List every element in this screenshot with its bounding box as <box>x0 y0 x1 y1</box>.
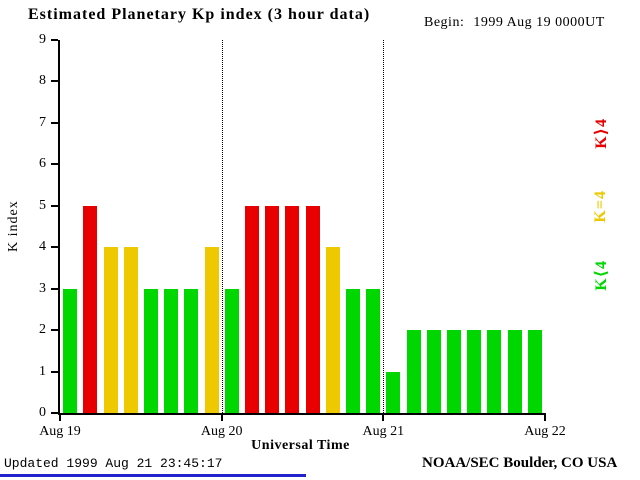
x-axis-tick-label: Aug 22 <box>524 424 566 439</box>
y-axis-tick <box>51 163 58 166</box>
y-axis-tick <box>51 287 58 290</box>
updated-timestamp: Updated 1999 Aug 21 23:45:17 <box>4 456 223 471</box>
kp-bar <box>527 330 542 413</box>
y-axis-tick-label: 2 <box>39 322 46 338</box>
kp-bar <box>63 288 78 413</box>
kp-bar <box>164 288 179 413</box>
kp-bar <box>325 247 340 413</box>
credit-text: NOAA/SEC Boulder, CO USA <box>422 455 618 471</box>
y-axis-tick <box>51 246 58 249</box>
y-axis-tick-label: 7 <box>39 114 46 130</box>
y-axis-tick <box>51 121 58 124</box>
y-axis-tick-label: 6 <box>39 156 46 172</box>
kp-bar <box>305 205 320 413</box>
kp-bar <box>507 330 522 413</box>
begin-time: Begin: 1999 Aug 19 0000UT <box>424 15 605 31</box>
x-axis-tick <box>59 413 61 421</box>
kp-bar <box>426 330 441 413</box>
x-axis-tick <box>220 413 223 421</box>
y-axis-tick <box>51 204 58 207</box>
plot-area: 0 1 2 3 4 5 6 7 8 9 Aug 19 Aug 20 Aug 21 Aug 22 <box>39 32 566 439</box>
y-axis-tick-label: 1 <box>39 363 46 379</box>
kp-bar <box>386 371 401 413</box>
kp-bar <box>83 205 98 413</box>
y-axis-tick-label: 5 <box>39 197 46 213</box>
x-axis-label: Universal Time <box>251 438 350 453</box>
chart-title: Estimated Planetary Kp index (3 hour dat… <box>28 6 371 23</box>
y-axis-tick <box>51 80 58 83</box>
kp-bar <box>265 205 280 413</box>
x-axis-tick <box>382 413 385 421</box>
begin-time-label: Begin: <box>424 15 465 30</box>
legend-item-k-equal-4: K=4 <box>592 190 609 223</box>
kp-bar <box>467 330 482 413</box>
day-boundary-line <box>383 40 385 413</box>
kp-bar <box>143 288 158 413</box>
kp-bar <box>447 330 462 413</box>
kp-bar <box>244 205 259 413</box>
kp-bar <box>346 288 361 413</box>
kp-bar <box>184 288 199 413</box>
kp-bar <box>204 247 219 413</box>
y-axis-tick-label: 9 <box>39 32 46 47</box>
y-axis-tick <box>51 370 58 373</box>
y-axis-label: K index <box>6 200 21 253</box>
y-axis-tick <box>51 412 58 414</box>
kp-bar <box>406 330 421 413</box>
y-axis-tick-label: 0 <box>39 405 46 420</box>
x-axis-tick-label: Aug 21 <box>362 424 405 439</box>
kp-bar <box>103 247 118 413</box>
kp-bar <box>285 205 300 413</box>
y-axis-tick-label: 8 <box>39 73 46 89</box>
kp-bar <box>487 330 502 413</box>
kp-bar <box>366 288 381 413</box>
y-axis-tick <box>51 329 58 332</box>
begin-time-value: 1999 Aug 19 0000UT <box>473 15 605 30</box>
y-axis-tick-label: 4 <box>39 239 46 255</box>
legend-item-k-above-4: K⟩4 <box>593 118 610 149</box>
x-axis-tick <box>544 413 546 421</box>
y-axis-tick-label: 3 <box>39 280 46 296</box>
bottom-divider-line <box>0 474 306 477</box>
kp-bar <box>123 247 138 413</box>
x-axis-tick-label: Aug 20 <box>200 424 243 439</box>
y-axis-tick <box>51 39 58 41</box>
day-boundary-line <box>221 40 223 413</box>
kp-bar <box>224 288 239 413</box>
legend-item-k-below-4: K⟨4 <box>593 260 610 291</box>
x-axis-tick-label: Aug 19 <box>39 424 81 439</box>
